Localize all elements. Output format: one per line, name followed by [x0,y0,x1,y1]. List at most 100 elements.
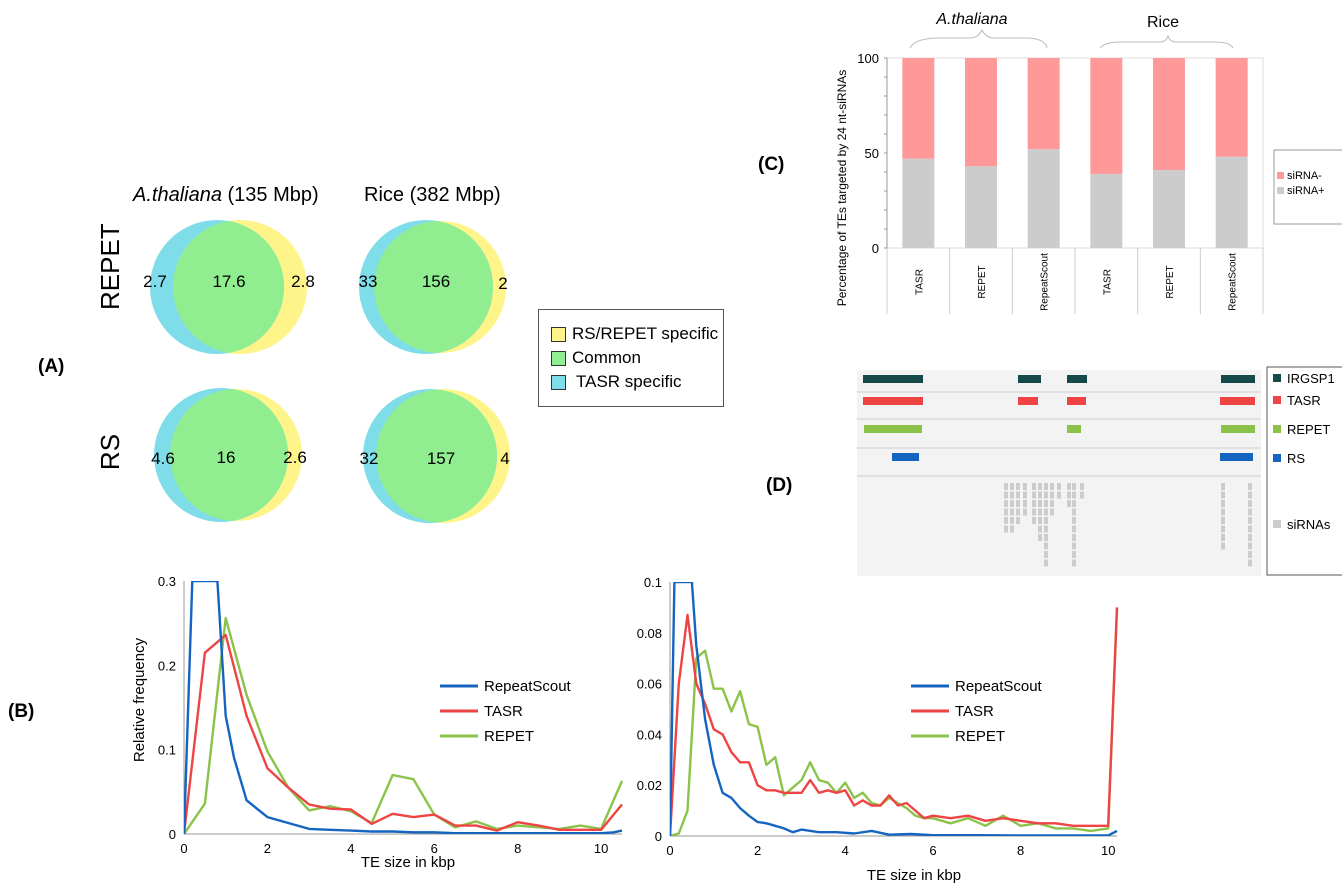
sirna-read [1038,483,1042,490]
legend-label: REPET [955,728,1005,745]
venn-overlap-common [376,389,497,523]
sirna-read [1221,500,1225,507]
legend-swatch [1273,454,1281,462]
feature-repet [1221,425,1255,433]
plot-area [886,57,1264,249]
x-tick-label: 2 [264,841,271,856]
venn-legend: RS/REPET specific Common TASR specific [538,309,724,407]
feature-irgsp1 [863,375,923,383]
sirna-read [1080,491,1084,499]
sirna-read [1044,525,1048,533]
sirna-read [1044,483,1048,490]
venn-value-right: 2 [498,274,507,293]
x-tick-label: 8 [1017,843,1024,858]
feature-irgsp1 [1221,375,1255,383]
sirna-read [1044,491,1048,499]
sirna-read [1248,491,1252,499]
legend-swatch [551,326,566,342]
sirna-read [1067,483,1071,490]
sirna-read [1010,491,1014,499]
legend-label: IRGSP1 [1287,371,1335,386]
x-tick-label: 2 [754,843,761,858]
sirna-read [1010,525,1014,533]
y-axis-label: Percentage of TEs targeted by 24 nt-siRN… [835,70,849,307]
y-tick-label: 100 [857,51,879,66]
sirna-read [1044,508,1048,516]
x-tick-label: 0 [180,841,187,856]
legend-label: RS/REPET specific [572,324,719,343]
sirna-read [1248,517,1252,524]
x-axis-label: TE size in kbp [361,854,455,871]
venn-athaliana-repet [150,220,307,354]
series-line-repet [670,607,1119,836]
sirna-read [1072,551,1076,558]
sirna-read [1010,517,1014,524]
x-tick-label: 10 [594,841,608,856]
sirna-read [1072,483,1076,490]
legend-label: TASR [484,703,523,720]
x-tick-label: REPET [1165,265,1176,298]
series-line-repeatscout [184,581,623,834]
bar-sirna [902,158,935,248]
sirna-read [1016,508,1020,516]
sirna-read [1221,491,1225,499]
venn-value-left: 32 [360,449,379,468]
legend-label: siRNAs [1287,517,1331,532]
bar-sirna [1215,156,1248,248]
y-tick-label: 0 [872,241,879,256]
legend-swatch [1273,374,1281,382]
legend-label: TASR [955,703,994,720]
sirna-read [1248,534,1252,541]
sirna-read [1004,500,1008,507]
sirna-read [1032,491,1036,499]
sirna-read [1080,483,1084,490]
legend-item-common: Common [551,346,723,370]
bar-legend [1273,149,1342,225]
sirna-read [1032,500,1036,507]
series-line-tasr [670,607,1119,836]
sirna-read [1010,483,1014,490]
legend-label: REPET [1287,422,1330,437]
y-tick-label: 0.3 [158,574,176,589]
sirna-read [1221,542,1225,550]
venn-value-right: 4 [500,449,509,468]
venn-athaliana-rs [154,388,302,522]
feature-tasr [1220,397,1255,405]
sirna-read [1050,508,1054,516]
sirna-read [1067,491,1071,499]
series-line-repeatscout [670,582,1118,836]
panel-label-a: (A) [38,356,65,377]
sirna-read [1057,483,1061,490]
sirna-read [1050,500,1054,507]
panel-label-b: (B) [8,701,35,722]
sirna-read [1004,491,1008,499]
venn-overlap-common [173,220,284,354]
sirna-read [1248,551,1252,558]
venn-value-right: 2.6 [283,448,307,467]
legend-swatch [551,374,566,390]
x-tick-label: 4 [347,841,354,856]
y-tick-label: 0.08 [637,626,662,641]
sirna-read [1038,500,1042,507]
legend-item-tasr-specific: TASR specific [551,370,723,394]
feature-tasr [1018,397,1038,405]
legend-label: siRNA- [1287,170,1322,182]
legend-label: TASR [1287,393,1321,408]
feature-repet [1067,425,1081,433]
venn-overlap-common [374,221,493,353]
legend-label: TASR specific [576,372,682,391]
venn-value-right: 2.8 [291,272,315,291]
sirna-read [1038,508,1042,516]
x-tick-label: 6 [431,841,438,856]
sirna-read [1032,508,1036,516]
sirna-read [1044,517,1048,524]
venn-col-title-rice: Rice (382 Mbp) [364,184,501,206]
sirna-read [1221,517,1225,524]
sirna-read [1016,483,1020,490]
sirna-read [1248,525,1252,533]
sirna-read [1221,508,1225,516]
sirna-read [1023,483,1027,490]
bar-sirna [902,58,935,159]
